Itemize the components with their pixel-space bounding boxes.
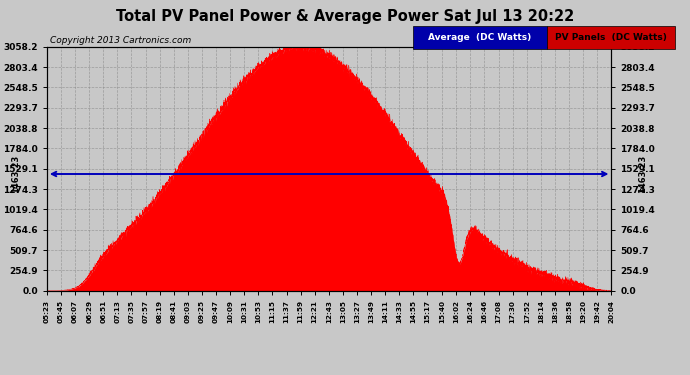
Text: PV Panels  (DC Watts): PV Panels (DC Watts) [555, 33, 667, 42]
Text: 1463.23: 1463.23 [11, 155, 21, 193]
Text: Total PV Panel Power & Average Power Sat Jul 13 20:22: Total PV Panel Power & Average Power Sat… [116, 9, 574, 24]
Text: Copyright 2013 Cartronics.com: Copyright 2013 Cartronics.com [50, 36, 191, 45]
Text: 1463.23: 1463.23 [638, 155, 647, 193]
Text: Average  (DC Watts): Average (DC Watts) [428, 33, 531, 42]
